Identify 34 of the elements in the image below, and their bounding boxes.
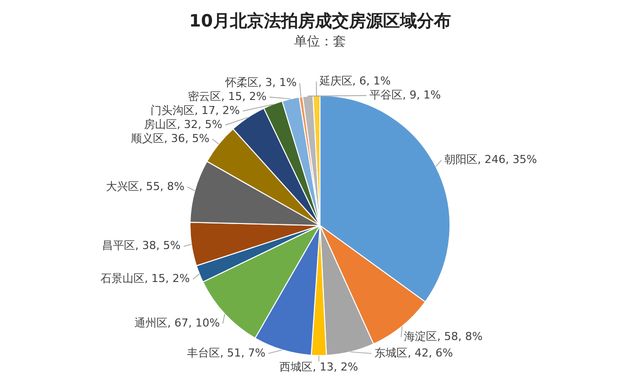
data-label: , 13, 2% xyxy=(312,360,358,374)
slice-label: 朝阳区 xyxy=(444,152,478,166)
slice-label: 石景山区 xyxy=(100,272,144,286)
data-label: , 32, 5% xyxy=(176,118,222,131)
slice-label: 丰台区 xyxy=(186,346,220,360)
data-label: , 3, 1% xyxy=(258,76,297,89)
slice-label: 怀柔区 xyxy=(224,76,258,89)
slice-label: 通州区 xyxy=(134,316,168,330)
slice-label: 海淀区 xyxy=(404,330,438,343)
data-label: , 38, 5% xyxy=(135,239,181,252)
data-label: , 17, 2% xyxy=(194,104,240,117)
data-label: , 6, 1% xyxy=(352,74,391,88)
data-label: , 55, 8% xyxy=(139,180,184,193)
slice-label: 门头沟区 xyxy=(150,104,194,117)
slice-label: 平谷区 xyxy=(369,88,402,102)
data-label: , 36, 5% xyxy=(164,132,210,145)
data-label: , 15, 2% xyxy=(221,90,267,103)
data-label: , 15, 2% xyxy=(144,272,190,286)
chart-subtitle: 单位：套 xyxy=(294,34,346,50)
chart-title: 10月北京法拍房成交房源区域分布 xyxy=(189,12,451,32)
slice-label: 房山区 xyxy=(144,118,177,131)
slice-label: 延庆区 xyxy=(318,74,352,88)
slice-label: 西城区 xyxy=(280,360,313,374)
slice-label: 大兴区 xyxy=(106,180,140,193)
slice-label: 顺义区 xyxy=(130,132,164,145)
data-label: , 51, 7% xyxy=(220,346,266,360)
slice-label: 密云区 xyxy=(188,90,222,103)
data-label: , 246, 35% xyxy=(478,152,537,166)
slice-label: 昌平区 xyxy=(102,239,136,252)
slice-label: 东城区 xyxy=(374,346,408,360)
data-label: , 9, 1% xyxy=(402,88,441,102)
data-label: , 42, 6% xyxy=(408,346,454,360)
data-label: , 67, 10% xyxy=(167,316,220,330)
data-label: , 58, 8% xyxy=(437,330,483,343)
